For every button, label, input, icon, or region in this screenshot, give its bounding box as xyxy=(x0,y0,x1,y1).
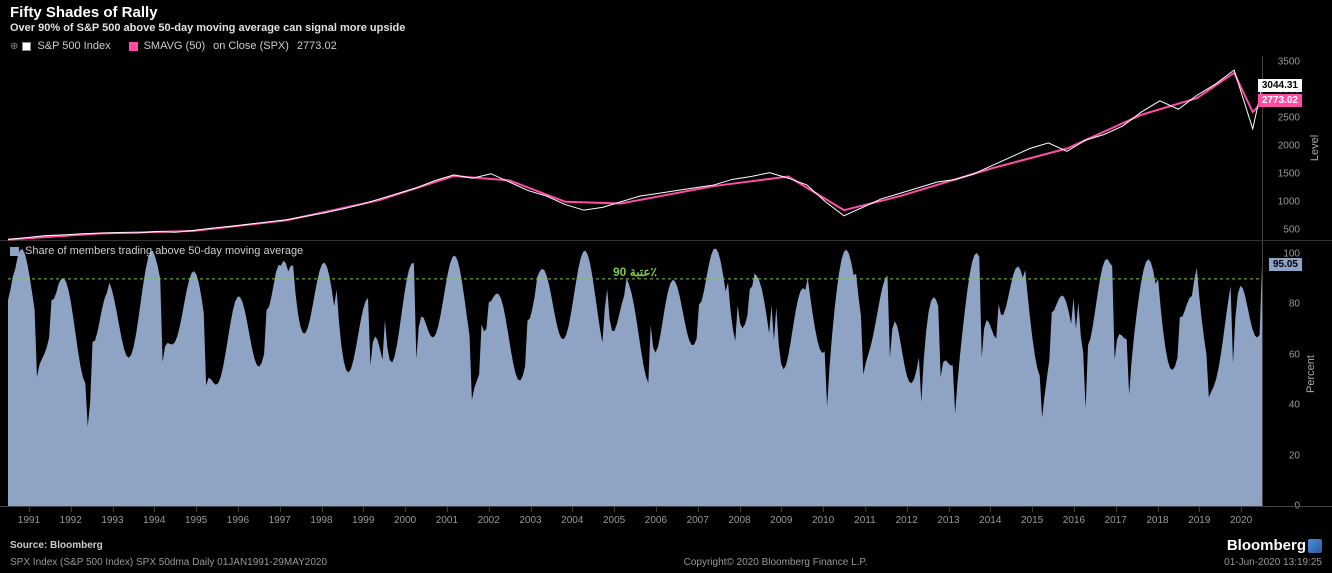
x-tick: 2008 xyxy=(728,515,750,526)
x-tick: 2003 xyxy=(519,515,541,526)
legend-series1-label: S&P 500 Index xyxy=(37,40,110,52)
x-axis: 1991 1992 1993 1994 1995 1996 1997 1998 1999 2000… xyxy=(0,506,1332,534)
x-tick: 2009 xyxy=(770,515,792,526)
swatch-smavg xyxy=(129,42,138,51)
y-tick: 80 xyxy=(1289,299,1300,310)
x-tick: 1995 xyxy=(185,515,207,526)
x-tick: 2018 xyxy=(1146,515,1168,526)
footer-row1: Source: Bloomberg Bloomberg xyxy=(0,534,1332,557)
x-tick: 2013 xyxy=(937,515,959,526)
x-tick: 1993 xyxy=(101,515,123,526)
x-tick: 1992 xyxy=(60,515,82,526)
footer-details: SPX Index (S&P 500 Index) SPX 50dma Dail… xyxy=(10,557,327,568)
x-tick: 1998 xyxy=(310,515,332,526)
x-tick: 2004 xyxy=(561,515,583,526)
top-y-axis-label: Level xyxy=(1309,135,1321,161)
x-tick: 1997 xyxy=(269,515,291,526)
x-tick: 2001 xyxy=(436,515,458,526)
footer-copyright: Copyright© 2020 Bloomberg Finance L.P. xyxy=(684,557,868,568)
y-tick: 2000 xyxy=(1278,140,1300,151)
x-tick: 2007 xyxy=(687,515,709,526)
x-tick: 1996 xyxy=(227,515,249,526)
bloomberg-icon xyxy=(1308,539,1322,553)
y-tick: 20 xyxy=(1289,450,1300,461)
x-tick: 2011 xyxy=(854,515,876,526)
bloomberg-logo: Bloomberg xyxy=(1227,537,1322,554)
bottom-y-axis-label: Percent xyxy=(1305,355,1317,393)
x-tick: 2016 xyxy=(1063,515,1085,526)
y-tick: 40 xyxy=(1289,400,1300,411)
x-tick: 2020 xyxy=(1230,515,1252,526)
swatch-share xyxy=(10,247,19,256)
y-tick: 500 xyxy=(1283,224,1300,235)
x-tick: 2000 xyxy=(394,515,416,526)
bottom-chart-svg xyxy=(8,241,1262,506)
legend-series2-label: SMAVG (50) xyxy=(144,40,206,52)
x-tick: 2019 xyxy=(1188,515,1210,526)
x-tick: 2002 xyxy=(478,515,500,526)
x-tick: 2012 xyxy=(896,515,918,526)
top-chart-panel[interactable]: 500100015002000250030003500 Level 3044.3… xyxy=(0,56,1332,241)
bottom-legend: Share of members trading above 50-day mo… xyxy=(10,245,303,257)
spx-value-badge: 3044.31 xyxy=(1258,79,1302,92)
swatch-spx xyxy=(22,42,31,51)
bottom-y-axis: 020406080100 xyxy=(1262,241,1302,506)
bloomberg-text: Bloomberg xyxy=(1227,537,1306,554)
y-tick: 60 xyxy=(1289,349,1300,360)
footer-row2: SPX Index (S&P 500 Index) SPX 50dma Dail… xyxy=(0,557,1332,571)
x-tick: 1994 xyxy=(143,515,165,526)
legend-series2-value: 2773.02 xyxy=(297,40,337,52)
x-tick: 2006 xyxy=(645,515,667,526)
bottom-chart-panel[interactable]: Share of members trading above 50-day mo… xyxy=(0,241,1332,506)
x-tick: 2005 xyxy=(603,515,625,526)
x-tick: 2010 xyxy=(812,515,834,526)
chart-subtitle: Over 90% of S&P 500 above 50-day moving … xyxy=(10,22,1322,34)
y-tick: 3500 xyxy=(1278,56,1300,67)
share-value-badge: 95.05 xyxy=(1269,258,1302,271)
footer-timestamp: 01-Jun-2020 13:19:25 xyxy=(1224,557,1322,568)
track-icon: ⊕ xyxy=(10,41,18,52)
y-tick: 1000 xyxy=(1278,196,1300,207)
threshold-label: عتبة 90٪ xyxy=(613,265,657,279)
top-legend: ⊕ S&P 500 Index SMAVG (50) on Close (SPX… xyxy=(0,36,1332,56)
chart-area: 500100015002000250030003500 Level 3044.3… xyxy=(0,56,1332,534)
y-tick: 1500 xyxy=(1278,168,1300,179)
top-chart-svg xyxy=(8,56,1262,241)
legend-series2-suffix: on Close (SPX) xyxy=(213,40,289,52)
chart-header: Fifty Shades of Rally Over 90% of S&P 50… xyxy=(0,0,1332,36)
source-label: Source: Bloomberg xyxy=(10,540,103,551)
x-tick: 1991 xyxy=(18,515,40,526)
bottom-legend-label: Share of members trading above 50-day mo… xyxy=(25,245,303,257)
chart-title: Fifty Shades of Rally xyxy=(10,4,1322,21)
y-tick: 2500 xyxy=(1278,112,1300,123)
smavg-value-badge: 2773.02 xyxy=(1258,94,1302,107)
x-tick: 2015 xyxy=(1021,515,1043,526)
x-tick: 2014 xyxy=(979,515,1001,526)
x-tick: 2017 xyxy=(1105,515,1127,526)
x-tick: 1999 xyxy=(352,515,374,526)
